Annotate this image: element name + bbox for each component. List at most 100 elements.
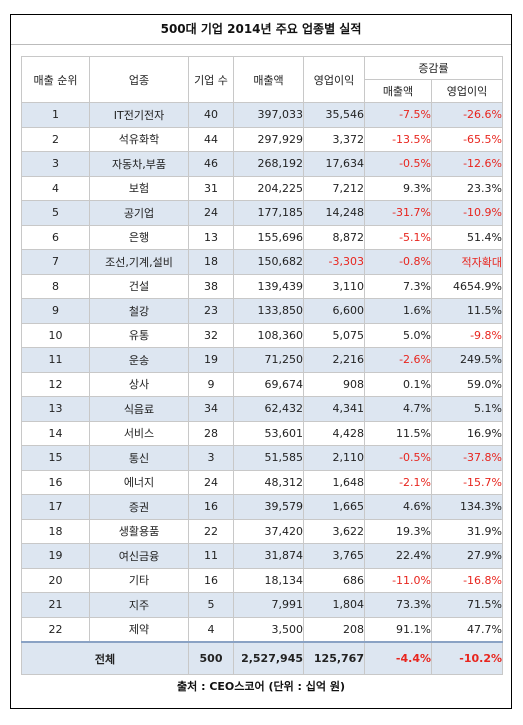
cell-change-operating-profit: 134.3%: [431, 494, 503, 520]
cell-change-sales: -2.6%: [364, 347, 432, 373]
cell-operating-profit: 3,622: [303, 518, 365, 544]
cell-operating-profit: 908: [303, 371, 365, 397]
table-row: 14 서비스 28 53,601 4,428 11.5% 16.9%: [21, 420, 503, 446]
cell-industry: 보험: [89, 175, 189, 201]
table-row: 21 지주 5 7,991 1,804 73.3% 71.5%: [21, 592, 503, 618]
cell-rank: 18: [21, 518, 90, 544]
cell-change-sales: -13.5%: [364, 126, 432, 152]
cell-companies: 19: [188, 347, 234, 373]
cell-operating-profit: 5,075: [303, 322, 365, 348]
cell-sales: 18,134: [233, 567, 304, 593]
cell-rank: 20: [21, 567, 90, 593]
cell-change-sales: -5.1%: [364, 224, 432, 250]
cell-rank: 1: [21, 102, 90, 128]
table-row: 10 유통 32 108,360 5,075 5.0% -9.8%: [21, 322, 503, 348]
cell-change-sales: 4.7%: [364, 396, 432, 422]
cell-rank: 13: [21, 396, 90, 422]
cell-rank: 17: [21, 494, 90, 520]
cell-companies: 18: [188, 249, 234, 275]
total-companies: 500: [188, 641, 234, 675]
industry-performance-table: 매출 순위 업종 기업 수 매출액 영업이익 증감률 매출액 영업이익 1 IT전…: [21, 56, 503, 675]
header-change-operating-profit: 영업이익: [431, 79, 503, 103]
cell-change-sales: -2.1%: [364, 469, 432, 495]
cell-change-operating-profit: -10.9%: [431, 200, 503, 226]
cell-change-operating-profit: 11.5%: [431, 298, 503, 324]
cell-companies: 16: [188, 567, 234, 593]
cell-rank: 3: [21, 151, 90, 177]
cell-operating-profit: 6,600: [303, 298, 365, 324]
cell-sales: 37,420: [233, 518, 304, 544]
cell-companies: 46: [188, 151, 234, 177]
cell-change-operating-profit: 51.4%: [431, 224, 503, 250]
cell-companies: 11: [188, 543, 234, 569]
cell-rank: 19: [21, 543, 90, 569]
cell-change-operating-profit: -26.6%: [431, 102, 503, 128]
table-row: 1 IT전기전자 40 397,033 35,546 -7.5% -26.6%: [21, 102, 503, 128]
cell-change-operating-profit: -9.8%: [431, 322, 503, 348]
cell-operating-profit: 4,341: [303, 396, 365, 422]
cell-change-sales: 1.6%: [364, 298, 432, 324]
table-row: 18 생활용품 22 37,420 3,622 19.3% 31.9%: [21, 518, 503, 544]
cell-change-sales: 5.0%: [364, 322, 432, 348]
table-row: 17 증권 16 39,579 1,665 4.6% 134.3%: [21, 494, 503, 520]
cell-industry: 식음료: [89, 396, 189, 422]
cell-sales: 31,874: [233, 543, 304, 569]
cell-change-operating-profit: 59.0%: [431, 371, 503, 397]
cell-change-sales: 7.3%: [364, 273, 432, 299]
cell-sales: 150,682: [233, 249, 304, 275]
cell-change-operating-profit: 23.3%: [431, 175, 503, 201]
cell-sales: 108,360: [233, 322, 304, 348]
cell-change-operating-profit: -15.7%: [431, 469, 503, 495]
table-row: 9 철강 23 133,850 6,600 1.6% 11.5%: [21, 298, 503, 324]
table-row: 6 은행 13 155,696 8,872 -5.1% 51.4%: [21, 224, 503, 250]
cell-sales: 204,225: [233, 175, 304, 201]
cell-sales: 39,579: [233, 494, 304, 520]
cell-sales: 51,585: [233, 445, 304, 471]
cell-operating-profit: 3,765: [303, 543, 365, 569]
cell-change-sales: 11.5%: [364, 420, 432, 446]
cell-industry: 상사: [89, 371, 189, 397]
table-body: 1 IT전기전자 40 397,033 35,546 -7.5% -26.6% 2 석유화학 44…: [21, 102, 503, 643]
table-row: 5 공기업 24 177,185 14,248 -31.7% -10.9%: [21, 200, 503, 226]
cell-change-sales: -0.5%: [364, 445, 432, 471]
cell-change-sales: -0.8%: [364, 249, 432, 275]
cell-companies: 16: [188, 494, 234, 520]
cell-operating-profit: 17,634: [303, 151, 365, 177]
cell-companies: 28: [188, 420, 234, 446]
header-change-rate: 증감률: [364, 56, 503, 80]
header-sales: 매출액: [233, 56, 304, 103]
cell-companies: 40: [188, 102, 234, 128]
cell-sales: 71,250: [233, 347, 304, 373]
cell-change-sales: -7.5%: [364, 102, 432, 128]
cell-change-operating-profit: 71.5%: [431, 592, 503, 618]
cell-industry: 에너지: [89, 469, 189, 495]
cell-rank: 14: [21, 420, 90, 446]
cell-sales: 139,439: [233, 273, 304, 299]
cell-industry: 유통: [89, 322, 189, 348]
table-row: 19 여신금융 11 31,874 3,765 22.4% 27.9%: [21, 543, 503, 569]
cell-industry: 제약: [89, 616, 189, 643]
cell-sales: 3,500: [233, 616, 304, 643]
total-operating-profit: 125,767: [303, 641, 365, 675]
cell-rank: 16: [21, 469, 90, 495]
table-row: 11 운송 19 71,250 2,216 -2.6% 249.5%: [21, 347, 503, 373]
cell-sales: 133,850: [233, 298, 304, 324]
total-change-operating-profit: -10.2%: [431, 641, 503, 675]
cell-companies: 23: [188, 298, 234, 324]
cell-companies: 44: [188, 126, 234, 152]
cell-operating-profit: 2,110: [303, 445, 365, 471]
cell-rank: 12: [21, 371, 90, 397]
table-row: 15 통신 3 51,585 2,110 -0.5% -37.8%: [21, 445, 503, 471]
cell-sales: 69,674: [233, 371, 304, 397]
cell-change-sales: 91.1%: [364, 616, 432, 643]
cell-change-operating-profit: 16.9%: [431, 420, 503, 446]
cell-rank: 4: [21, 175, 90, 201]
cell-industry: IT전기전자: [89, 102, 189, 128]
report-sheet: 500대 기업 2014년 주요 업종별 실적 매출 순위 업종 기업 수 매출…: [10, 14, 512, 709]
cell-change-operating-profit: 5.1%: [431, 396, 503, 422]
cell-rank: 8: [21, 273, 90, 299]
cell-operating-profit: 3,372: [303, 126, 365, 152]
header-industry: 업종: [89, 56, 189, 103]
cell-industry: 철강: [89, 298, 189, 324]
cell-change-operating-profit: 4654.9%: [431, 273, 503, 299]
